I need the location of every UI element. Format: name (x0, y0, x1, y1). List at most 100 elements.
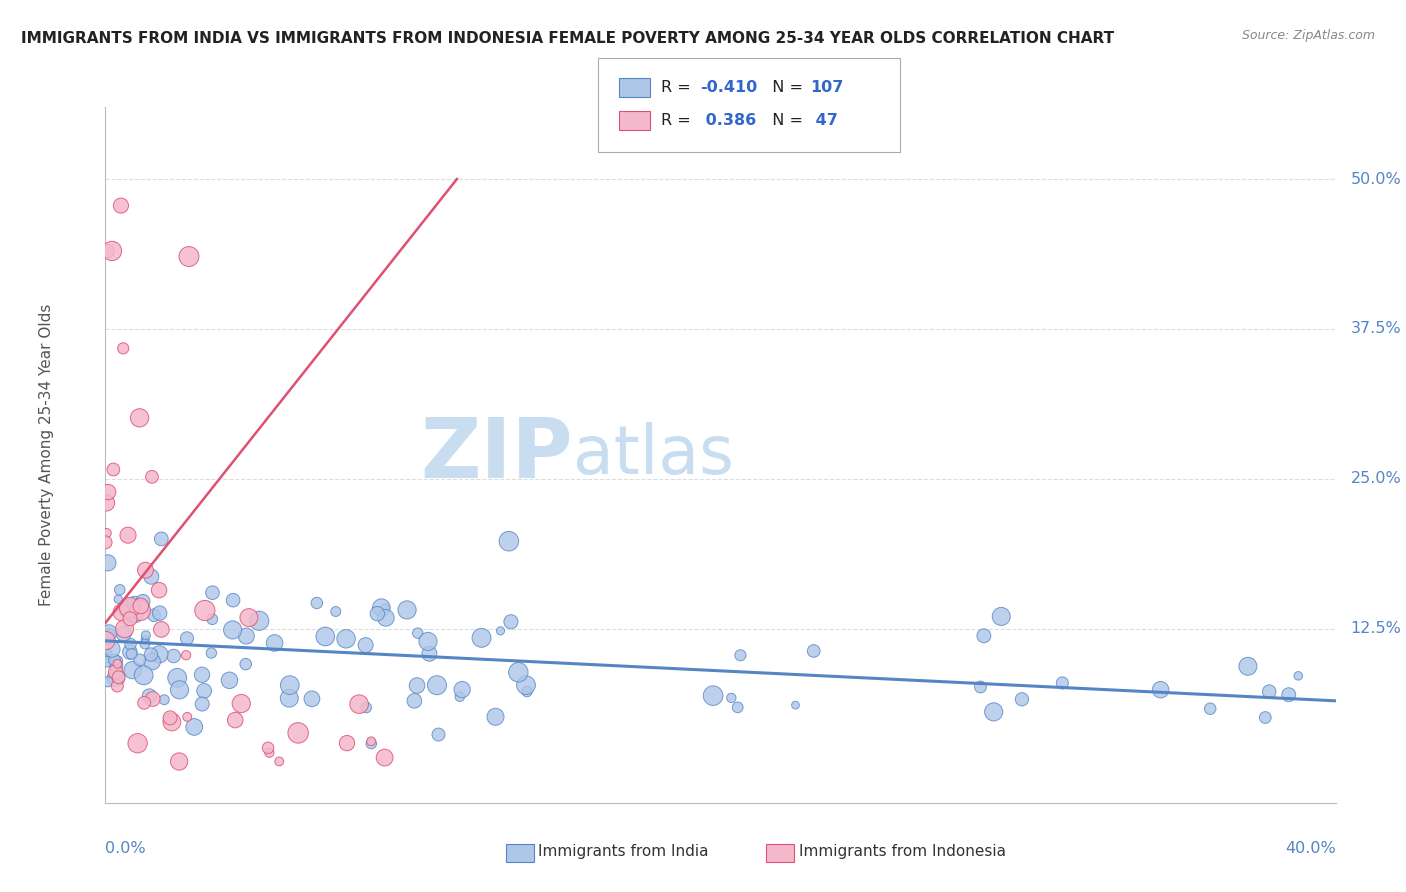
Point (720, 690, 742, 705)
Point (150, 532, 173, 546)
Text: Immigrants from India: Immigrants from India (538, 845, 709, 859)
Point (117, 601, 139, 615)
Point (335, 632, 357, 646)
Point (103, 653, 125, 667)
Point (124, 597, 146, 611)
Point (98, 625, 121, 640)
Point (305, 596, 328, 610)
Point (1258, 684, 1281, 698)
Point (176, 710, 198, 724)
Point (451, 682, 474, 697)
Point (118, 612, 141, 626)
Point (105, 679, 128, 693)
Text: ZIP: ZIP (420, 415, 574, 495)
Point (406, 679, 429, 693)
Point (396, 603, 419, 617)
Point (117, 528, 139, 542)
Point (132, 594, 155, 608)
Point (160, 714, 183, 729)
Point (418, 647, 440, 661)
Point (114, 622, 136, 636)
Point (969, 680, 991, 694)
Point (235, 629, 257, 643)
Point (143, 608, 166, 623)
Text: 47: 47 (810, 113, 838, 128)
Point (142, 692, 165, 706)
Text: -0.410: -0.410 (700, 80, 758, 95)
Point (104, 665, 127, 679)
Point (269, 755, 291, 769)
Point (427, 727, 450, 741)
Point (174, 648, 197, 663)
Point (108, 582, 131, 597)
Point (990, 609, 1012, 624)
Point (112, 626, 135, 640)
Point (169, 682, 191, 697)
Point (129, 603, 152, 617)
Point (127, 736, 149, 750)
Point (159, 711, 181, 725)
Point (128, 410, 150, 425)
Point (1149, 682, 1171, 697)
Point (141, 570, 163, 584)
Point (508, 665, 530, 680)
Point (96, 647, 118, 661)
Point (96, 632, 118, 646)
Text: R =: R = (661, 80, 696, 95)
Point (1237, 659, 1260, 673)
Point (97, 556, 120, 570)
Text: R =: R = (661, 113, 696, 128)
Point (515, 678, 537, 692)
Point (139, 648, 162, 662)
Point (121, 647, 143, 661)
Point (96, 655, 118, 669)
Point (983, 705, 1005, 719)
Point (347, 697, 370, 711)
Text: N =: N = (762, 80, 808, 95)
Point (94, 535, 117, 549)
Point (110, 199, 132, 213)
Point (1254, 710, 1277, 724)
Point (702, 689, 724, 703)
Point (470, 631, 492, 645)
Point (105, 671, 128, 685)
Point (1278, 688, 1301, 702)
Point (97, 244, 120, 259)
Point (128, 653, 150, 667)
Point (193, 684, 215, 698)
Point (153, 692, 176, 706)
Point (730, 648, 752, 663)
Point (121, 663, 143, 677)
Point (134, 696, 156, 710)
Point (120, 637, 142, 651)
Point (354, 700, 377, 714)
Point (107, 592, 129, 607)
Point (94, 633, 117, 648)
Point (103, 462, 125, 476)
Point (426, 678, 449, 692)
Point (201, 612, 224, 626)
Point (404, 694, 426, 708)
Point (107, 670, 129, 684)
Point (499, 615, 522, 629)
Point (94, 651, 117, 665)
Point (97, 485, 120, 500)
Point (134, 563, 156, 577)
Point (366, 607, 388, 621)
Point (973, 629, 995, 643)
Text: Female Poverty Among 25-34 Year Olds: Female Poverty Among 25-34 Year Olds (39, 304, 53, 606)
Point (134, 632, 156, 647)
Point (484, 710, 506, 724)
Point (498, 534, 520, 549)
Text: Immigrants from Indonesia: Immigrants from Indonesia (799, 845, 1005, 859)
Point (105, 658, 128, 673)
Text: IMMIGRANTS FROM INDIA VS IMMIGRANTS FROM INDONESIA FEMALE POVERTY AMONG 25-34 YE: IMMIGRANTS FROM INDIA VS IMMIGRANTS FROM… (21, 31, 1114, 46)
Point (727, 700, 749, 714)
Point (97, 674, 120, 689)
Text: 0.386: 0.386 (700, 113, 756, 128)
Point (132, 668, 155, 682)
Point (118, 600, 141, 615)
Text: N =: N = (762, 113, 808, 128)
Point (406, 626, 429, 640)
Point (177, 250, 200, 264)
